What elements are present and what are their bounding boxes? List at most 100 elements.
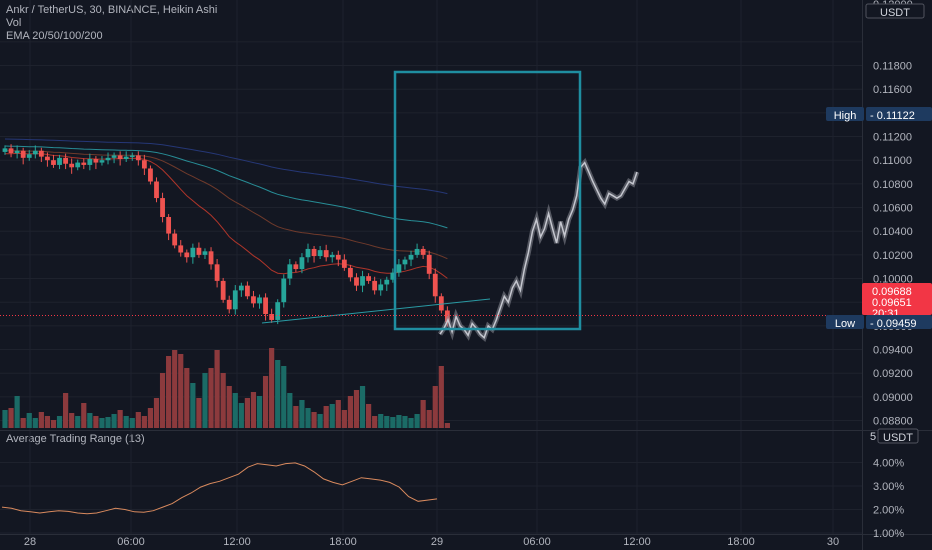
- volume-bar: [347, 396, 354, 428]
- volume-bar: [69, 413, 75, 428]
- candle-body: [263, 297, 268, 315]
- volume-bar: [384, 416, 390, 428]
- atr-tick-label: 2.00%: [873, 504, 904, 516]
- low-label-text: Low: [835, 318, 855, 330]
- volume-bar: [129, 418, 135, 428]
- volume-bar: [208, 368, 214, 428]
- volume-bar: [256, 396, 263, 428]
- volume-bar: [250, 392, 257, 428]
- candle-body: [148, 168, 153, 182]
- candle-body: [360, 276, 365, 286]
- volume-bar: [408, 418, 414, 428]
- volume-bar: [244, 398, 250, 428]
- volume-bar: [262, 376, 269, 428]
- volume-bar: [141, 416, 147, 428]
- ema20-line: [5, 152, 448, 279]
- candle-body: [232, 290, 238, 310]
- atr-currency-tag-bg: [877, 428, 919, 444]
- time-tick-label: 29: [431, 536, 443, 548]
- candle-body: [396, 264, 402, 273]
- volume-bar: [8, 408, 14, 428]
- volume-bar: [14, 396, 20, 428]
- candle-body: [335, 254, 341, 260]
- price-tick-label: 0.10200: [873, 250, 913, 262]
- candle-body: [281, 278, 287, 303]
- candle-body: [172, 233, 178, 246]
- volume-bar: [56, 416, 63, 428]
- atr-tick-label: 1.00%: [873, 528, 904, 540]
- candle-body: [117, 155, 123, 160]
- price-tick-label: 0.09400: [873, 345, 913, 357]
- price-tick-label: 0.11800: [873, 61, 912, 73]
- volume-bar: [184, 368, 190, 428]
- volume-bar: [420, 400, 426, 428]
- price-tick-label: 0.11000: [873, 155, 912, 167]
- candle-body: [93, 159, 99, 163]
- candle-body: [287, 264, 293, 279]
- candle-body: [32, 150, 38, 155]
- atr-tick-label: 3.00%: [873, 481, 904, 493]
- volume-bar: [311, 412, 317, 428]
- candle-body: [420, 248, 426, 255]
- candle-body: [184, 252, 190, 258]
- ema50-line: [4, 150, 448, 260]
- ema100-line: [4, 145, 448, 229]
- candle-body: [8, 148, 14, 154]
- volume-bar: [402, 416, 408, 428]
- volume-bar: [196, 398, 202, 428]
- volume-bar: [366, 404, 372, 428]
- candle-body: [408, 254, 414, 260]
- candle-body: [275, 302, 281, 320]
- volume-bar: [353, 390, 360, 428]
- volume-bar: [214, 350, 220, 428]
- high-value-text: - 0.11122: [870, 110, 915, 122]
- candle-body: [190, 247, 196, 258]
- candle-body: [166, 217, 172, 234]
- candle-body: [366, 276, 371, 281]
- volume-bar: [117, 410, 123, 428]
- candle-body: [26, 154, 32, 158]
- candle-body: [220, 280, 226, 300]
- volume-bar: [135, 412, 141, 428]
- candle-body: [317, 250, 323, 257]
- candle-body: [323, 250, 329, 258]
- candle-body: [329, 254, 335, 258]
- price-tick-label: 0.08800: [873, 416, 913, 428]
- candle-body: [2, 148, 8, 152]
- candle-body: [251, 296, 256, 304]
- candle-body: [214, 264, 220, 281]
- candle-body: [81, 162, 87, 165]
- candle-body: [105, 157, 111, 161]
- volume-bar: [299, 400, 305, 428]
- volume-bar: [287, 393, 293, 428]
- candle-body: [196, 247, 202, 255]
- price-tick-label: 0.11600: [873, 84, 912, 96]
- time-tick-label: 06:00: [117, 536, 145, 548]
- time-tick-label: 18:00: [329, 536, 357, 548]
- volume-bar: [32, 418, 38, 428]
- candle-body: [299, 257, 305, 270]
- volume-bar: [414, 414, 420, 428]
- volume-bar: [317, 414, 323, 428]
- time-tick-label: 06:00: [523, 536, 551, 548]
- volume-legend[interactable]: Vol: [6, 17, 22, 29]
- volume-bar: [359, 386, 366, 428]
- candle-body: [51, 160, 56, 165]
- candle-body: [154, 181, 159, 199]
- volume-bar: [438, 366, 444, 428]
- atr-currency-prefix: 5: [870, 431, 876, 443]
- candle-body: [38, 150, 44, 157]
- candle-body: [226, 299, 232, 310]
- candle-body: [378, 284, 384, 291]
- candle-body: [311, 248, 317, 257]
- volume-bar: [432, 386, 438, 428]
- projection-path-shadow: [437, 157, 640, 343]
- volume-bar: [147, 408, 154, 428]
- indicator-title[interactable]: Average Trading Range (13): [6, 433, 145, 445]
- volume-bar: [20, 418, 26, 428]
- price-tick-label: 0.10400: [873, 226, 913, 238]
- chart-title[interactable]: Ankr / TetherUS, 30, BINANCE, Heikin Ash…: [6, 4, 218, 16]
- volume-bar: [305, 408, 311, 428]
- volume-bar: [232, 393, 238, 428]
